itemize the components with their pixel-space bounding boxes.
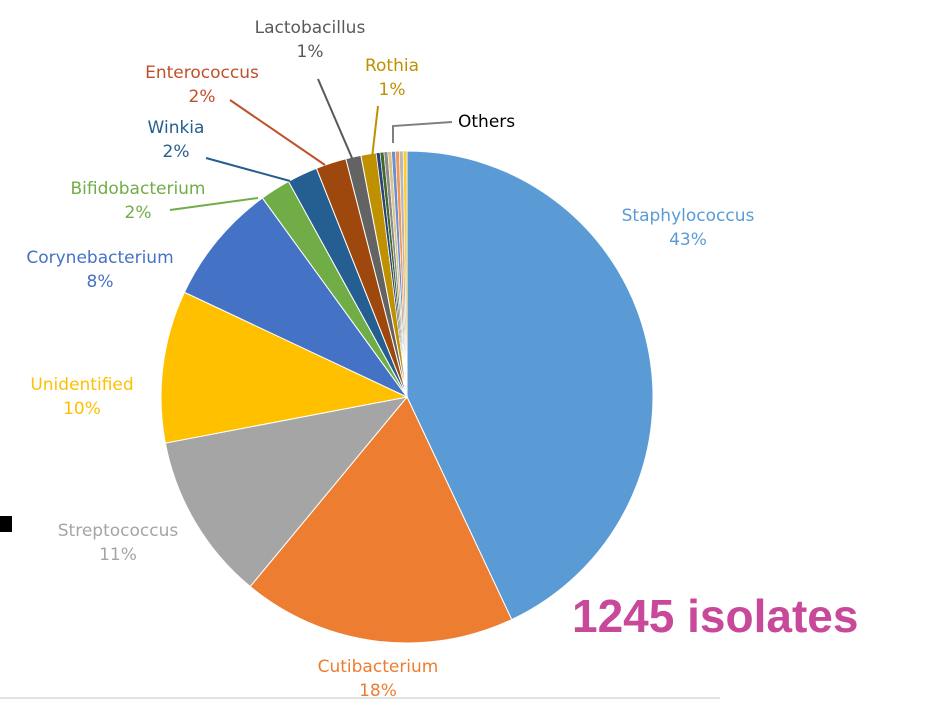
bottom-divider [0,697,720,699]
slice-label-name-lactobacillus: Lactobacillus [255,18,366,38]
slice-label-streptococcus: Streptococcus 11% [58,521,179,565]
slice-label-percent-bifidobacterium: 2% [125,203,152,223]
slice-label-percent-lactobacillus: 1% [297,42,324,62]
slice-label-name-rothia: Rothia [365,56,419,76]
pie-slices [160,150,654,644]
slice-labels: Staphylococcus 43% Cutibacterium 18% Strepto… [26,18,754,701]
leader-line-rothia [371,105,379,159]
black-marker [0,516,12,532]
pie-slice-cutibacterium [249,396,513,644]
slice-label-percent-staphylococcus: 43% [669,230,707,250]
slice-label-bifidobacterium: Bifidobacterium 2% [70,179,205,223]
slice-label-percent-unidentified: 10% [63,399,101,419]
slice-label-name-unidentified: Unidentified [30,375,133,395]
slice-label-name-staphylococcus: Staphylococcus [622,206,755,226]
slice-label-name-enterococcus: Enterococcus [145,63,259,83]
slice-label-lactobacillus: Lactobacillus 1% [255,18,366,62]
slice-label-others: Others [458,112,515,132]
leader-line-lactobacillus [317,78,353,159]
slice-label-name-bifidobacterium: Bifidobacterium [70,179,205,199]
slice-label-percent-corynebacterium: 8% [87,272,114,292]
slice-label-name-others: Others [458,112,515,132]
slice-label-percent-streptococcus: 11% [99,545,137,565]
slice-label-name-corynebacterium: Corynebacterium [26,248,173,268]
isolates-annotation: 1245 isolates [572,590,858,642]
leader-line-others [392,121,453,143]
leader-line-bifidobacterium [169,197,259,211]
slice-label-staphylococcus: Staphylococcus 43% [622,206,755,250]
slice-label-unidentified: Unidentified 10% [30,375,133,419]
slice-label-winkia: Winkia 2% [148,118,205,162]
slice-label-name-streptococcus: Streptococcus [58,521,179,541]
pie-slice-streptococcus [164,396,409,588]
pie-slice-unidentified [160,291,409,444]
pie-slice-staphylococcus [406,150,654,621]
pie-slice-others-7 [402,150,408,398]
slice-label-percent-rothia: 1% [379,80,406,100]
leader-lines [169,78,453,211]
slice-label-corynebacterium: Corynebacterium 8% [26,248,173,292]
pie-slice-corynebacterium [183,197,408,398]
slice-label-name-winkia: Winkia [148,118,205,138]
slice-label-percent-enterococcus: 2% [189,87,216,107]
slice-label-name-cutibacterium: Cutibacterium [318,657,439,677]
leader-line-winkia [205,157,291,182]
slice-label-percent-cutibacterium: 18% [359,681,397,701]
slice-label-rothia: Rothia 1% [365,56,419,100]
slice-label-percent-winkia: 2% [163,142,190,162]
leader-line-enterococcus [229,99,326,166]
slice-label-cutibacterium: Cutibacterium 18% [318,657,439,701]
slice-label-enterococcus: Enterococcus 2% [145,63,259,107]
